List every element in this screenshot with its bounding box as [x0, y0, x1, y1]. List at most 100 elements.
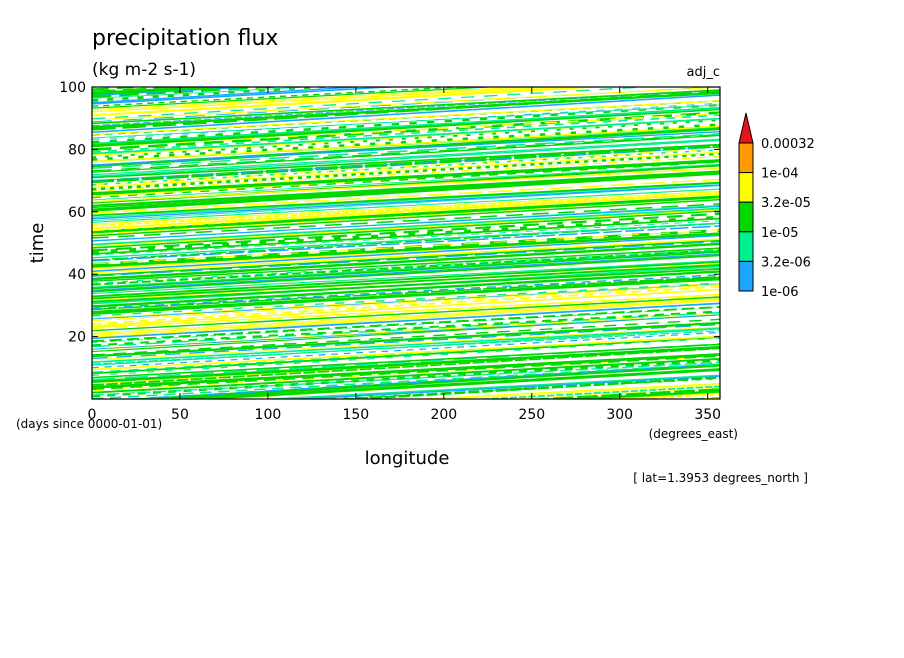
latitude-annotation: [ lat=1.3953 degrees_north ] [633, 471, 808, 485]
colorbar-label: 3.2e-06 [761, 255, 811, 270]
contour-line [92, 358, 720, 398]
contour-line [92, 284, 720, 322]
contour-line [92, 331, 720, 369]
contour-line [92, 310, 720, 347]
x-tick-label: 350 [694, 407, 721, 423]
contour-line [92, 295, 720, 330]
contour-line [92, 107, 720, 145]
x-tick-label: 150 [342, 407, 369, 423]
colorbar-segment [738, 142, 754, 174]
contour-line [92, 156, 720, 192]
contour-line [471, 385, 720, 399]
contour-line [92, 149, 720, 186]
contour-line [92, 321, 720, 358]
contour-line [92, 87, 474, 107]
contour-line [257, 374, 720, 399]
contour-line [92, 282, 720, 317]
contour-line [331, 376, 720, 399]
contour-line [92, 87, 262, 97]
contour-line [92, 335, 720, 371]
contour-line [92, 330, 720, 365]
contour-line [92, 203, 720, 239]
contour-line [92, 361, 720, 396]
x-axis-units: (degrees_east) [649, 427, 738, 441]
contour-line [92, 134, 720, 173]
contour-line [92, 87, 656, 120]
contour-line [92, 188, 720, 223]
contour-line [92, 138, 720, 176]
contour-line [92, 239, 720, 277]
contour-line [92, 146, 720, 181]
x-tick-label: 250 [518, 407, 545, 423]
contour-line [92, 249, 720, 286]
chart-units: (kg m-2 s-1) [92, 60, 196, 80]
contour-line [92, 335, 720, 373]
contour-line [92, 232, 720, 268]
contour-line [92, 152, 720, 191]
contour-line [92, 87, 500, 109]
contour-line [92, 323, 720, 360]
contour-line [92, 250, 720, 290]
contour-line [92, 277, 720, 314]
x-axis: 0 50 100 150 200 250 300 350 [88, 87, 721, 423]
contour-line [92, 147, 720, 187]
contour-line [92, 87, 565, 113]
contour-line [92, 336, 720, 375]
contour-line [92, 178, 720, 214]
contour-line [92, 249, 720, 284]
contour-line [92, 192, 720, 227]
y-axis: 20 40 60 80 100 [59, 80, 720, 346]
contour-line [92, 285, 720, 325]
y-axis-label: time [27, 223, 48, 264]
contour-line [92, 229, 720, 265]
contour-line [92, 184, 720, 220]
contour-line [92, 198, 720, 237]
colorbar-legend: 0.00032 1e-04 3.2e-05 1e-05 3.2e-06 1e-06 [738, 112, 815, 300]
contour-line [92, 212, 720, 252]
contour-line [92, 133, 720, 169]
contour-line [92, 151, 720, 188]
contour-line [92, 311, 720, 348]
y-tick-label: 60 [68, 205, 86, 221]
colorbar-label: 1e-06 [761, 285, 799, 300]
colorbar-label: 1e-05 [761, 226, 799, 241]
contour-line [92, 117, 720, 155]
colorbar-segment [738, 201, 754, 233]
contour-line [92, 297, 720, 335]
contour-line [92, 195, 720, 234]
contour-line [92, 306, 720, 344]
contour-line [92, 139, 720, 178]
contour-line [92, 343, 720, 379]
contour-line [92, 205, 720, 242]
contour-line [92, 87, 316, 99]
contour-line [92, 302, 720, 340]
y-tick-label: 100 [59, 80, 86, 96]
contour-line [92, 91, 720, 129]
contour-line [92, 220, 720, 256]
contour-line [92, 296, 720, 332]
contour-line [92, 171, 720, 212]
colorbar-label: 1e-04 [761, 167, 799, 182]
contour-line [92, 104, 720, 139]
contour-line [92, 133, 720, 172]
contour-line [92, 190, 720, 225]
contour-line [92, 208, 720, 247]
contour-line [92, 87, 242, 96]
contour-line [92, 240, 720, 277]
run-label: adj_c [687, 65, 720, 80]
contour-line [92, 130, 720, 166]
plot-frame [91, 86, 721, 400]
contour-line [92, 222, 720, 259]
contour-line [92, 314, 720, 350]
contour-line [92, 260, 720, 295]
contour-line [92, 181, 720, 217]
contour-line [92, 270, 720, 308]
contour-line [92, 253, 720, 291]
contour-line [92, 112, 720, 148]
contour-line [92, 293, 720, 329]
contour-line [92, 159, 720, 196]
contour-line [92, 119, 720, 159]
contour-line [554, 390, 720, 399]
contour-line [92, 282, 720, 319]
